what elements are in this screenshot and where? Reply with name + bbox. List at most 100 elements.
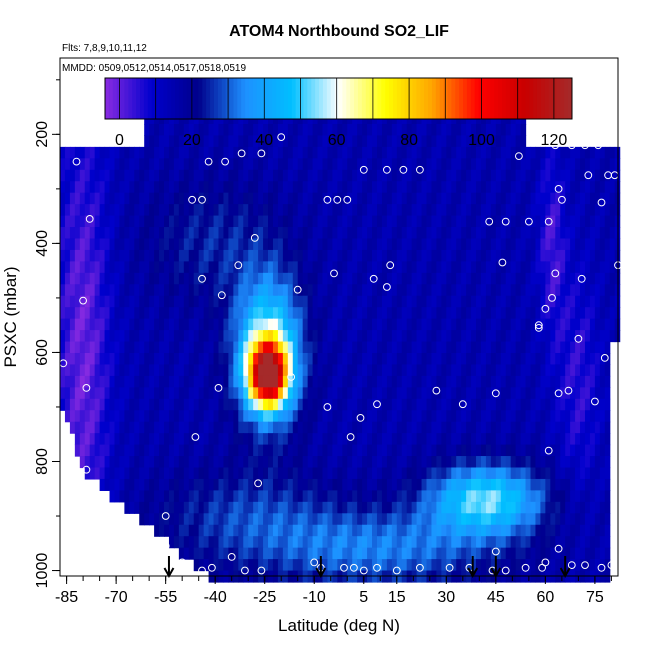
heatmap-cell: [416, 261, 423, 274]
heatmap-cell: [352, 158, 358, 171]
heatmap-cell: [594, 181, 601, 194]
heatmap-cell: [302, 433, 309, 446]
heatmap-cell: [466, 387, 472, 400]
heatmap-cell: [208, 307, 215, 320]
heatmap-cell: [327, 352, 333, 366]
heatmap-cell: [188, 123, 195, 137]
heatmap-cell: [381, 135, 388, 148]
heatmap-cell: [337, 261, 343, 274]
plot-frame: [59, 57, 619, 577]
heatmap-cell: [362, 559, 368, 572]
heatmap-cell: [436, 478, 442, 491]
colorbar-swatch: [264, 78, 269, 119]
x-axis-label: Latitude (deg N): [278, 616, 400, 635]
heatmap-cell: [431, 158, 437, 171]
heatmap-cell: [545, 261, 551, 274]
heatmap-cell: [178, 227, 185, 240]
heatmap-cell: [431, 524, 437, 537]
heatmap-cell: [233, 398, 239, 411]
heatmap-cell: [436, 352, 442, 366]
heatmap-cell: [584, 536, 591, 549]
heatmap-cell: [376, 227, 383, 240]
colorbar-swatch: [280, 78, 285, 119]
heatmap-cell: [223, 456, 229, 469]
observation-point: [501, 566, 510, 575]
heatmap-cell: [218, 410, 225, 423]
heatmap-cell: [584, 318, 591, 331]
heatmap-cell: [456, 295, 462, 308]
heatmap-cell: [114, 238, 121, 251]
heatmap-cell: [416, 158, 423, 171]
heatmap-cell: [495, 444, 502, 457]
heatmap-cell: [411, 456, 418, 469]
heatmap-cell: [208, 169, 215, 182]
heatmap-cell: [451, 467, 457, 480]
heatmap-cell: [495, 536, 502, 549]
heatmap-cell: [485, 398, 492, 411]
heatmap-cell: [277, 295, 284, 308]
heatmap-cell: [297, 318, 304, 331]
heatmap-cell: [173, 238, 180, 251]
heatmap-cell: [510, 307, 517, 320]
heatmap-cell: [589, 227, 596, 240]
colorbar-tick-label: 100: [468, 132, 495, 149]
heatmap-cell: [337, 169, 343, 182]
heatmap-cell: [411, 341, 418, 354]
heatmap-cell: [584, 215, 591, 228]
heatmap-cell: [183, 204, 190, 217]
heatmap-cell: [287, 444, 294, 457]
heatmap-cell: [322, 284, 329, 297]
heatmap-cell: [99, 375, 106, 388]
heatmap-cell: [565, 398, 571, 411]
heatmap-cell: [198, 410, 205, 423]
heatmap-cell: [461, 524, 467, 537]
heatmap-cell: [505, 467, 512, 480]
heatmap-cell: [520, 444, 527, 457]
heatmap-cell: [535, 238, 542, 251]
heatmap-cell: [441, 387, 447, 400]
heatmap-cell: [272, 387, 279, 400]
heatmap-cell: [550, 169, 556, 182]
heatmap-cell: [238, 536, 244, 549]
heatmap-cell: [144, 444, 150, 457]
heatmap-cell: [312, 169, 319, 182]
heatmap-cell: [599, 501, 606, 514]
heatmap-cell: [352, 410, 358, 423]
heatmap-cell: [352, 467, 358, 480]
heatmap-cell: [94, 433, 101, 446]
colorbar-swatch: [307, 78, 312, 119]
heatmap-cell: [139, 318, 145, 331]
heatmap-cell: [381, 341, 388, 354]
heatmap-cell: [550, 490, 556, 503]
heatmap-cell: [530, 215, 537, 228]
heatmap-cell: [589, 387, 596, 400]
x-axis: -85 -70 -55 -40 -25 -10 5 15 30 45 60 75: [55, 576, 612, 606]
heatmap-cell: [178, 398, 185, 411]
observation-point: [287, 373, 296, 381]
heatmap-cell: [510, 169, 517, 182]
heatmap-cell: [119, 146, 125, 159]
heatmap-cell: [466, 123, 472, 137]
heatmap-cell: [178, 146, 185, 159]
x-tick-label: 45: [487, 589, 505, 606]
heatmap-cell: [376, 352, 383, 366]
heatmap-cell: [411, 192, 418, 205]
heatmap-cell: [401, 307, 408, 320]
heatmap-cell: [495, 524, 502, 537]
heatmap-cell: [391, 490, 398, 503]
heatmap-cell: [525, 456, 532, 469]
observation-point: [534, 324, 543, 332]
heatmap-cell: [594, 433, 601, 446]
heatmap-cell: [525, 501, 532, 514]
heatmap-cell: [594, 387, 601, 400]
heatmap-cell: [461, 307, 467, 320]
heatmap-cell: [109, 398, 116, 411]
heatmap-cell: [282, 123, 289, 137]
heatmap-cell: [565, 570, 571, 583]
heatmap-cell: [233, 330, 239, 343]
heatmap-cell: [302, 398, 309, 411]
heatmap-cell: [119, 398, 125, 411]
heatmap-cell: [144, 330, 150, 343]
heatmap-cell: [347, 318, 353, 331]
heatmap-cell: [540, 330, 546, 343]
